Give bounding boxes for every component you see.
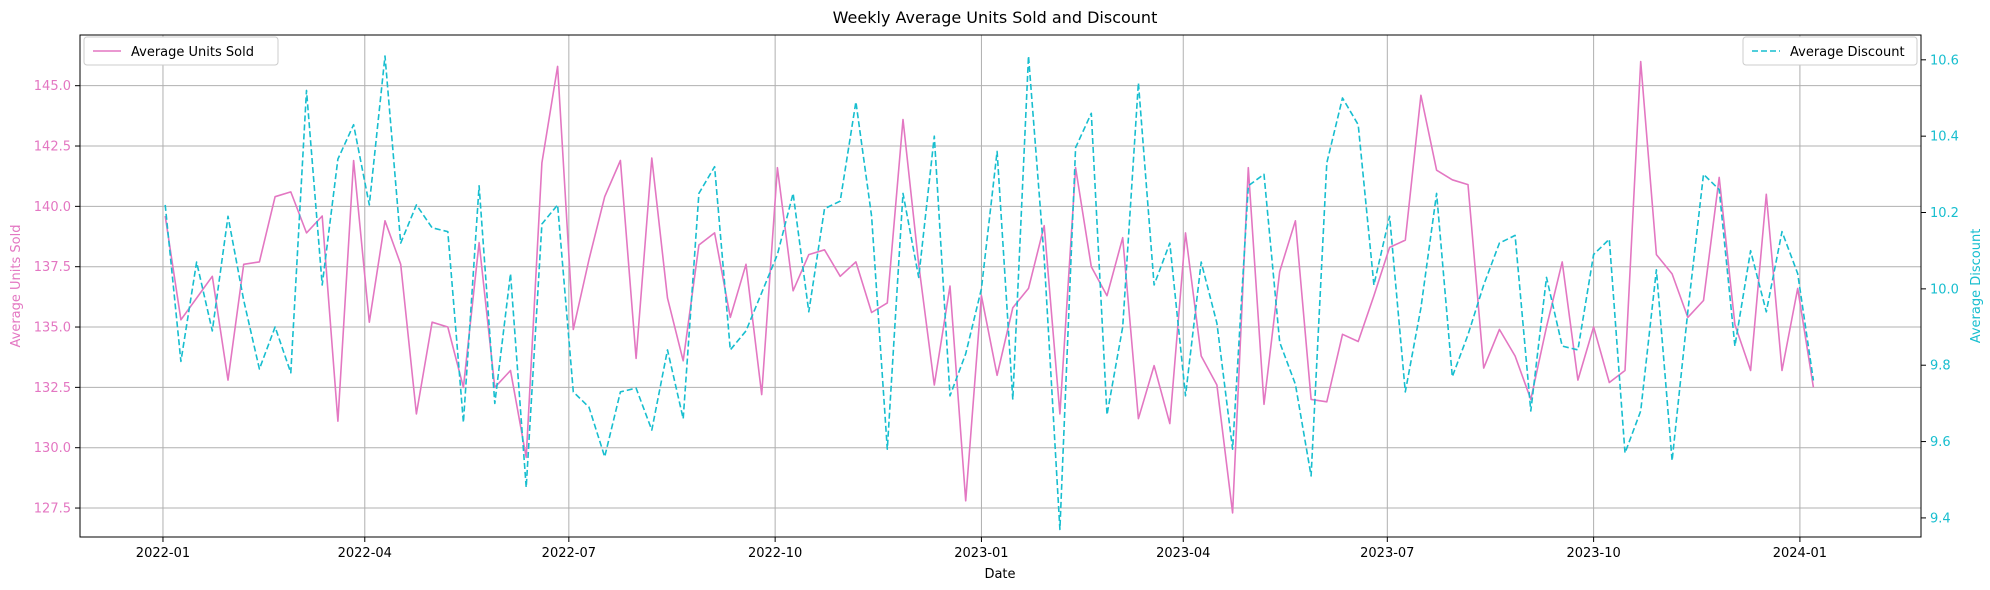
y-right-tick-label: 10.6 — [1930, 53, 1959, 68]
plot-frame — [79, 34, 1922, 538]
y-left-tick-label: 145.0 — [34, 79, 71, 94]
y-right-tick-label: 9.6 — [1930, 435, 1951, 450]
y-right-tick-label: 10.0 — [1930, 282, 1959, 297]
grid — [80, 35, 1921, 537]
legend-units: Average Units Sold — [83, 36, 279, 66]
y-left-tick-label: 130.0 — [34, 441, 71, 456]
x-tick-label: 2024-01 — [1773, 546, 1827, 561]
x-tick-label: 2023-01 — [954, 546, 1008, 561]
y-axis-right: 9.4 9.6 9.8 10.0 10.2 10.4 10.6 — [1921, 53, 1959, 526]
y-right-tick-label: 9.8 — [1930, 359, 1951, 374]
chart-title: Weekly Average Units Sold and Discount — [833, 8, 1158, 27]
x-tick-label: 2023-04 — [1156, 546, 1210, 561]
legend-units-box — [83, 36, 279, 66]
x-axis-title: Date — [984, 567, 1015, 582]
legend-discount: Average Discount — [1742, 36, 1918, 66]
legend-discount-box — [1742, 36, 1918, 66]
y-left-tick-label: 137.5 — [34, 260, 71, 275]
y-left-tick-label: 135.0 — [34, 321, 71, 336]
y-axis-left-title: Average Units Sold — [9, 225, 24, 348]
y-right-tick-label: 10.2 — [1930, 206, 1959, 221]
y-left-tick-label: 127.5 — [34, 502, 71, 517]
x-axis: 2022-01 2022-04 2022-07 2022-10 2023-01 2023-… — [136, 537, 1827, 561]
legend-discount-label: Average Discount — [1790, 45, 1905, 60]
x-tick-label: 2022-10 — [748, 546, 802, 561]
series-line-average-units-sold — [164, 60, 1815, 514]
x-tick-label: 2023-10 — [1566, 546, 1620, 561]
series-layer — [164, 55, 1815, 531]
series-line-average-discount — [164, 55, 1815, 531]
y-axis-left: 127.5 130.0 132.5 135.0 137.5 140.0 142.5 145.0 — [34, 79, 80, 517]
legend-units-label: Average Units Sold — [131, 45, 254, 60]
y-left-tick-label: 132.5 — [34, 381, 71, 396]
y-right-tick-label: 9.4 — [1930, 511, 1951, 526]
y-left-tick-label: 142.5 — [34, 140, 71, 155]
y-right-tick-label: 10.4 — [1930, 130, 1959, 145]
x-tick-label: 2023-07 — [1360, 546, 1414, 561]
y-axis-right-title: Average Discount — [1969, 229, 1984, 344]
x-tick-label: 2022-01 — [136, 546, 190, 561]
y-left-tick-label: 140.0 — [34, 200, 71, 215]
x-tick-label: 2022-04 — [338, 546, 392, 561]
x-tick-label: 2022-07 — [542, 546, 596, 561]
